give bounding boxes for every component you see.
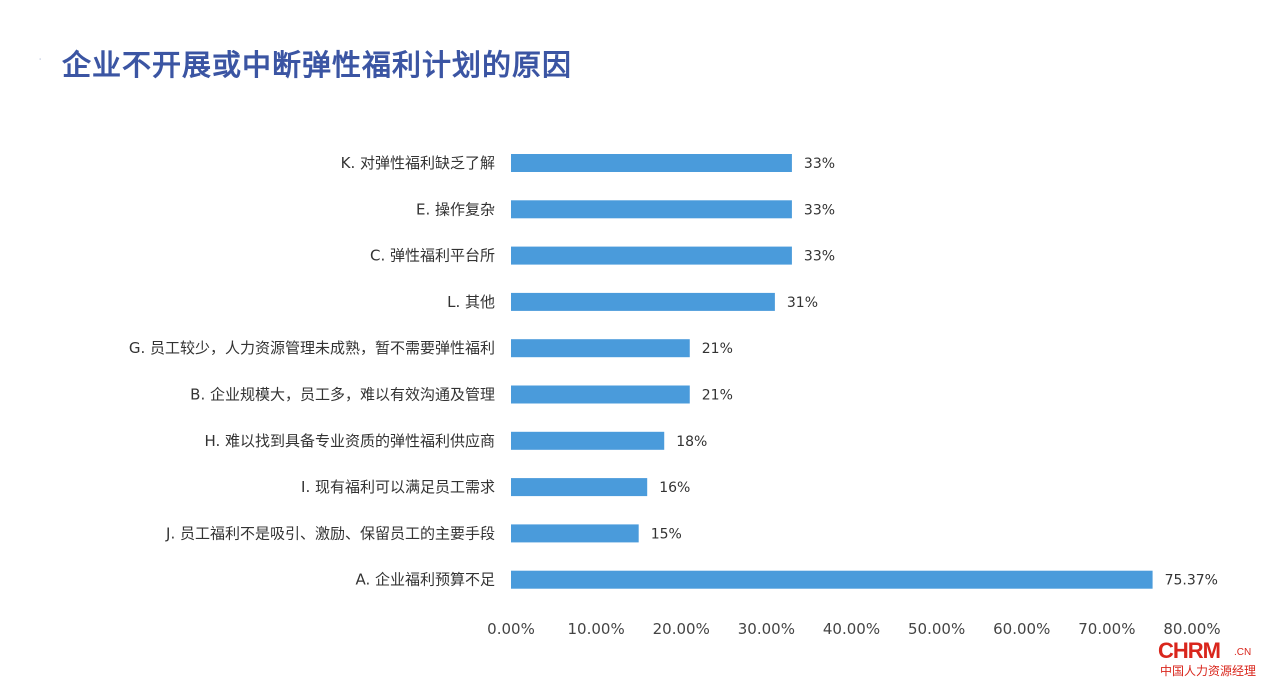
category-label: L. 其他 xyxy=(447,293,495,311)
bars xyxy=(511,154,1153,589)
title-decoration: · xyxy=(38,52,43,68)
data-label: 33% xyxy=(804,156,835,172)
x-tick-label: 50.00% xyxy=(908,620,965,638)
data-label: 21% xyxy=(702,388,733,404)
value-labels: 33% 33% 33% 31% 21% 21% 18% 16% 15% 75.37% xyxy=(651,156,1218,589)
bar xyxy=(511,478,648,497)
category-label: B. 企业规模大，员工多，难以有效沟通及管理 xyxy=(190,386,495,404)
x-tick-label: 30.00% xyxy=(738,620,795,638)
bar xyxy=(511,570,1153,589)
x-tick-label: 40.00% xyxy=(823,620,880,638)
category-label: I. 现有福利可以满足员工需求 xyxy=(301,478,495,496)
bar xyxy=(511,292,775,311)
data-label: 33% xyxy=(804,249,835,265)
bar xyxy=(511,154,792,172)
category-label: G. 员工较少，人力资源管理未成熟，暂不需要弹性福利 xyxy=(129,339,495,357)
category-label: A. 企业福利预算不足 xyxy=(355,571,495,589)
category-labels: K. 对弹性福利缺乏了解 E. 操作复杂 C. 弹性福利平台所 L. 其他 G. 员工较… xyxy=(129,154,495,589)
category-label: K. 对弹性福利缺乏了解 xyxy=(341,154,495,172)
x-tick-label: 60.00% xyxy=(993,620,1050,638)
bar xyxy=(511,200,792,219)
logo-suffix: .CN xyxy=(1234,647,1252,658)
bar xyxy=(511,339,690,358)
x-tick-label: 70.00% xyxy=(1078,620,1135,638)
category-label: J. 员工福利不是吸引、激励、保留员工的主要手段 xyxy=(165,524,495,542)
x-tick-label: 20.00% xyxy=(653,620,710,638)
bar xyxy=(511,524,639,543)
x-tick-label: 10.00% xyxy=(568,620,625,638)
x-axis-ticks: 0.00% 10.00% 20.00% 30.00% 40.00% 50.00% 60.00… xyxy=(487,620,1220,638)
category-label: H. 难以找到具备专业资质的弹性福利供应商 xyxy=(204,432,495,450)
category-label: E. 操作复杂 xyxy=(416,200,495,218)
data-label: 16% xyxy=(659,480,690,496)
bar xyxy=(511,385,690,404)
data-label: 31% xyxy=(787,295,818,311)
x-tick-label: 80.00% xyxy=(1163,620,1220,638)
x-tick-label: 0.00% xyxy=(487,620,535,638)
bar xyxy=(511,246,792,265)
data-label: 15% xyxy=(651,526,682,542)
chrm-logo: CHRM .CN 中国人力资源经理 xyxy=(1158,638,1258,680)
data-label: 21% xyxy=(702,341,733,357)
logo-main-text: CHRM xyxy=(1158,638,1221,663)
data-label: 33% xyxy=(804,202,835,218)
category-label: C. 弹性福利平台所 xyxy=(370,247,495,265)
data-label: 18% xyxy=(676,434,707,450)
page-title: 企业不开展或中断弹性福利计划的原因 xyxy=(62,48,573,82)
bar xyxy=(511,431,665,450)
data-label: 75.37% xyxy=(1165,573,1218,589)
logo-subtitle: 中国人力资源经理 xyxy=(1160,664,1257,678)
